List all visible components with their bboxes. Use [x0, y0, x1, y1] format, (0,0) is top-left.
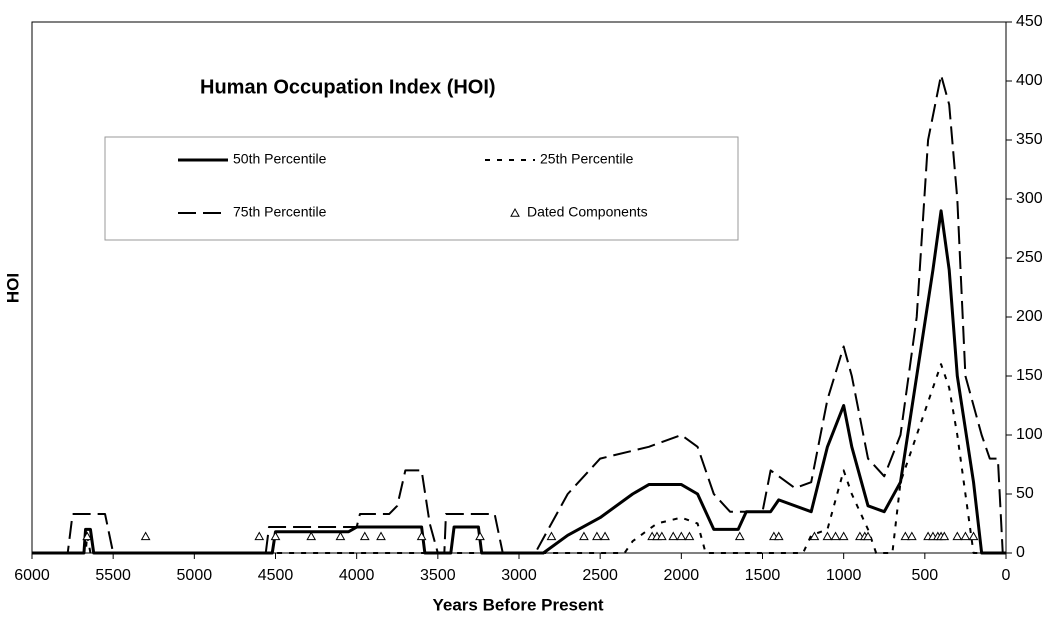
x-tick-label: 5000: [177, 567, 213, 584]
y-tick-label: 150: [1016, 367, 1043, 384]
dated-component: [822, 531, 833, 541]
x-tick-label: 3000: [501, 567, 537, 584]
dated-component: [960, 531, 971, 541]
x-tick-label: 1500: [745, 567, 781, 584]
x-tick-label: 3500: [420, 567, 456, 584]
x-tick-label: 500: [911, 567, 938, 584]
legend-label: 25th Percentile: [540, 151, 634, 167]
dated-component: [939, 531, 950, 541]
x-axis-label: Years Before Present: [432, 595, 603, 614]
y-tick-label: 400: [1016, 72, 1043, 89]
chart-title: Human Occupation Index (HOI): [200, 76, 496, 98]
series-line: [32, 209, 1006, 555]
x-tick-label: 1000: [826, 567, 862, 584]
dated-component: [863, 531, 873, 541]
dated-component: [952, 531, 963, 541]
dated-component: [600, 531, 610, 541]
dated-component: [830, 531, 841, 541]
dated-component: [335, 531, 346, 541]
dated-component: [475, 531, 485, 541]
y-tick-label: 200: [1016, 308, 1043, 325]
dated-component: [592, 531, 602, 541]
dated-component: [82, 531, 93, 541]
y-tick-label: 250: [1016, 249, 1043, 266]
x-tick-label: 6000: [14, 567, 50, 584]
y-tick-label: 50: [1016, 485, 1034, 502]
dated-component: [376, 531, 386, 541]
dated-component: [359, 531, 370, 541]
legend-label: 75th Percentile: [233, 204, 327, 220]
legend-box: [104, 136, 739, 241]
y-tick-label: 300: [1016, 190, 1043, 207]
dated-component: [838, 531, 849, 541]
y-tick-label: 100: [1016, 426, 1043, 443]
legend-label: Dated Components: [527, 204, 648, 220]
series-line: [32, 74, 1006, 554]
x-tick-label: 2000: [664, 567, 700, 584]
dated-component: [668, 531, 679, 541]
dated-component: [900, 531, 911, 541]
y-tick-label: 0: [1016, 544, 1025, 561]
x-tick-label: 0: [1002, 567, 1011, 584]
dated-component: [416, 531, 427, 541]
dated-component: [546, 531, 557, 541]
y-tick-label: 350: [1016, 131, 1043, 148]
dated-component: [773, 531, 784, 541]
dated-component: [657, 531, 667, 541]
y-tick-label: 450: [1016, 13, 1043, 30]
legend-marker: [510, 207, 520, 217]
dated-component: [270, 531, 281, 541]
x-tick-label: 5500: [95, 567, 131, 584]
dated-component: [968, 531, 979, 541]
dated-component: [684, 531, 695, 541]
x-tick-label: 2500: [582, 567, 618, 584]
legend-label: 50th Percentile: [233, 151, 327, 167]
series-line: [32, 363, 1006, 554]
dated-component: [306, 531, 317, 541]
dated-component: [809, 531, 820, 541]
dated-component: [254, 531, 265, 541]
dated-component: [734, 531, 745, 541]
dated-component: [140, 531, 151, 541]
dated-component: [676, 531, 687, 541]
y-axis-label: HOI: [3, 273, 22, 303]
x-tick-label: 4500: [258, 567, 294, 584]
x-tick-label: 4000: [339, 567, 375, 584]
dated-component: [579, 531, 589, 541]
dated-component: [906, 531, 917, 541]
